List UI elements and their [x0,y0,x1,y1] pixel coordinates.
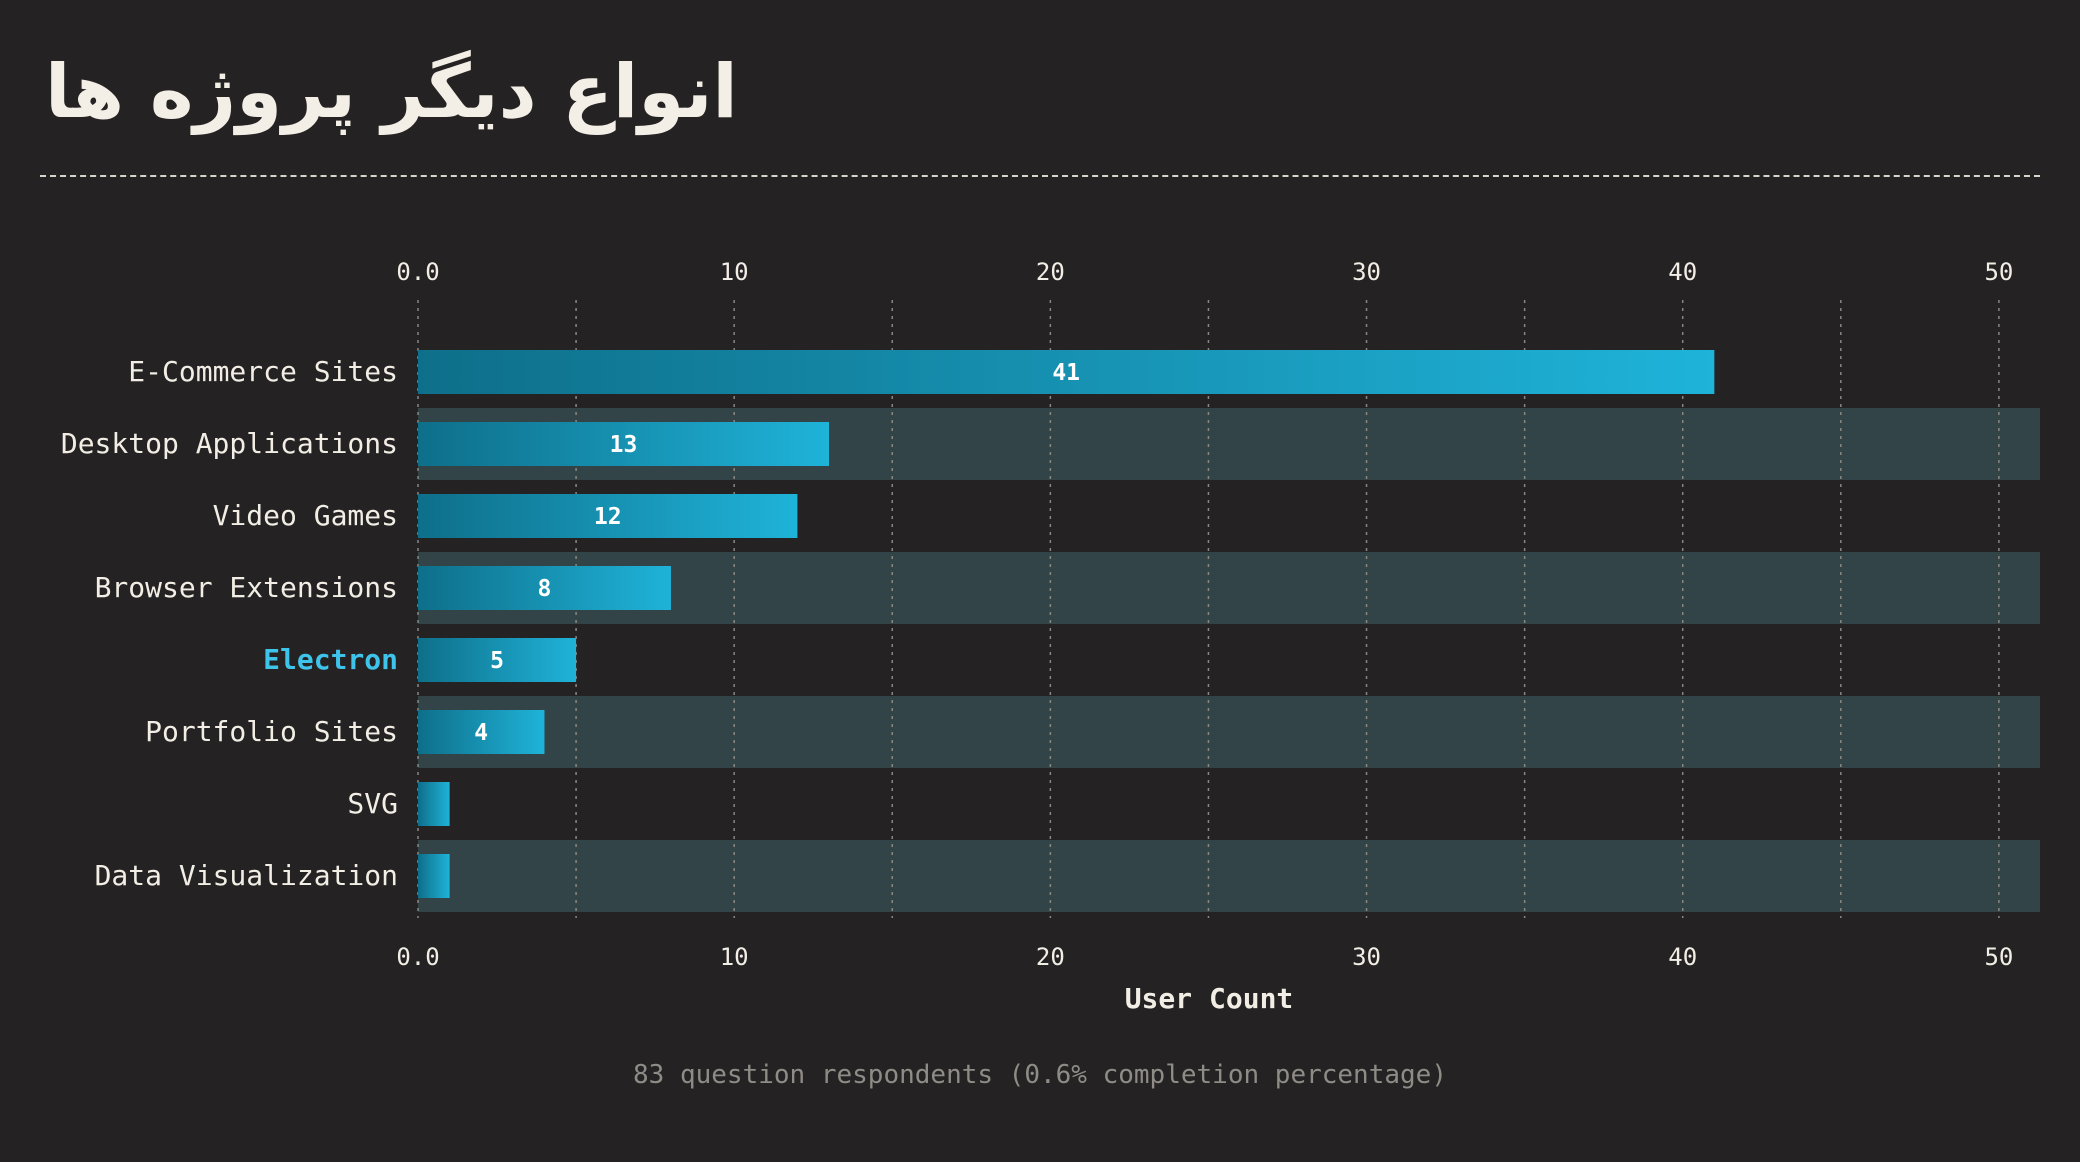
x-tick-label-top: 40 [1668,258,1697,286]
bar-value-label: 5 [490,648,504,674]
x-axis-title: User Count [1125,982,1294,1015]
x-tick-label-top: 30 [1352,258,1381,286]
bar [418,494,798,538]
x-tick-label-top: 0.0 [396,258,439,286]
category-label: SVG [347,787,398,820]
row-band [418,552,2040,624]
bars: 41 13 12 8 5 4 [418,350,1715,898]
x-tick-label-bottom: 50 [1984,943,2013,971]
x-tick-label-bottom: 40 [1668,943,1697,971]
bar-value-label: 4 [474,720,488,746]
row-bands [418,408,2040,912]
gridlines [417,300,2000,918]
bar [418,350,1715,394]
category-label: Desktop Applications [61,427,398,460]
x-tick-label-bottom: 20 [1036,943,1065,971]
title-divider [40,175,2040,177]
x-tick-label-top: 10 [720,258,749,286]
category-label: Data Visualization [95,859,398,892]
bar-value-label: 8 [538,576,552,602]
row-band [418,696,2040,768]
x-tick-label-top: 20 [1036,258,1065,286]
bar [418,422,830,466]
category-label: Portfolio Sites [145,715,398,748]
x-tick-label-top: 50 [1984,258,2013,286]
bar-value-label: 41 [1052,360,1080,386]
category-label: Browser Extensions [95,571,398,604]
chart-title: انواع دیگر پروژه ها [45,49,738,135]
category-label: Electron [263,643,398,676]
bar [418,710,545,754]
row-band [418,840,2040,912]
bar [418,782,450,826]
bar [418,638,577,682]
x-tick-label-bottom: 10 [720,943,749,971]
bar [418,566,671,610]
axis-ticks: 0.0 0.0 10 10 20 20 30 30 40 40 50 50 [396,258,2013,971]
x-tick-label-bottom: 0.0 [396,943,439,971]
bar-value-label: 12 [594,504,622,530]
bar [418,854,450,898]
bar-value-label: 13 [610,432,638,458]
category-label: E-Commerce Sites [128,355,398,388]
x-tick-label-bottom: 30 [1352,943,1381,971]
category-label: Video Games [213,499,398,532]
category-labels: E-Commerce Sites Desktop Applications Vide… [61,355,398,892]
respondents-note: 83 question respondents (0.6% completion… [633,1060,1447,1090]
